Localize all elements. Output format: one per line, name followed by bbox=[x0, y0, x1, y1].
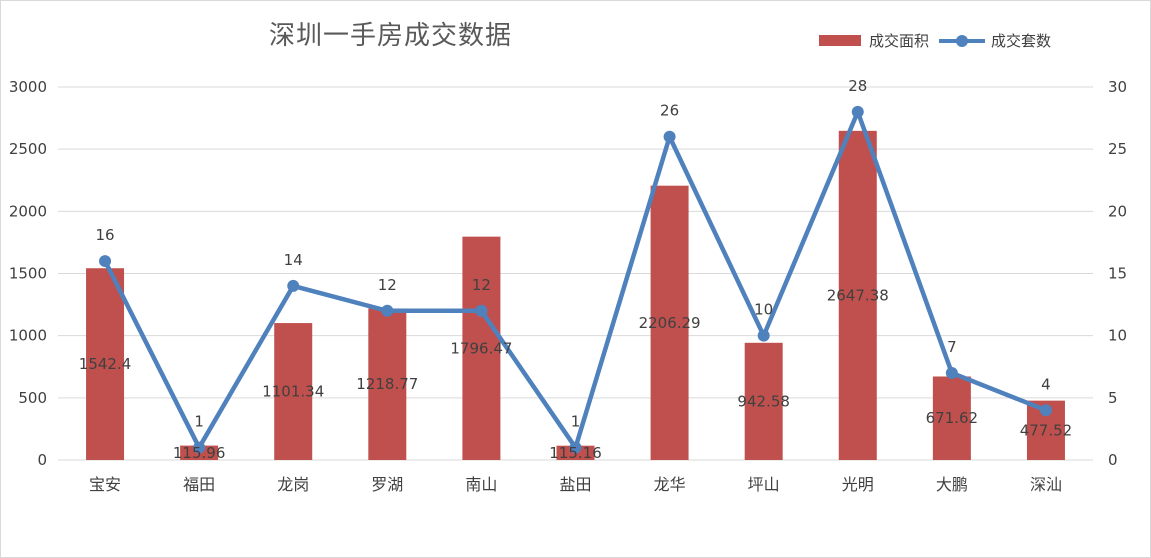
y-left-tick-label: 0 bbox=[37, 451, 47, 469]
line-data-label: 7 bbox=[947, 338, 957, 356]
line-point bbox=[757, 329, 770, 342]
y-left-tick-label: 2000 bbox=[9, 202, 47, 220]
y-right-tick-label: 10 bbox=[1108, 327, 1127, 345]
line-data-label: 14 bbox=[284, 251, 303, 269]
bar bbox=[86, 268, 125, 460]
line-point bbox=[569, 441, 582, 454]
bar bbox=[744, 342, 783, 460]
x-category-label: 坪山 bbox=[748, 475, 780, 494]
legend-label-count: 成交套数 bbox=[991, 32, 1052, 50]
x-category-label: 龙华 bbox=[654, 475, 686, 494]
bar-data-label: 115.96 bbox=[173, 444, 226, 462]
x-category-label: 大鹏 bbox=[936, 475, 968, 494]
bar-data-label: 1796.47 bbox=[450, 339, 512, 357]
line-data-label: 4 bbox=[1041, 375, 1051, 393]
x-category-label: 宝安 bbox=[89, 475, 121, 494]
line-point bbox=[663, 130, 676, 143]
bar bbox=[368, 308, 407, 460]
y-right-tick-label: 30 bbox=[1108, 78, 1127, 96]
legend-swatch-line bbox=[939, 35, 986, 47]
bar-data-label: 1101.34 bbox=[262, 383, 324, 401]
bar bbox=[838, 130, 877, 461]
y-left-tick-label: 500 bbox=[18, 389, 47, 407]
y-left-tick-label: 2500 bbox=[9, 140, 47, 158]
line-data-label: 26 bbox=[660, 102, 679, 120]
line-point bbox=[99, 255, 112, 268]
bar-data-label: 477.52 bbox=[1020, 421, 1073, 439]
x-category-label: 龙岗 bbox=[277, 475, 309, 494]
chart-title: 深圳一手房成交数据 bbox=[269, 21, 513, 51]
line-point bbox=[287, 279, 300, 292]
line-data-label: 12 bbox=[378, 276, 397, 294]
line-series bbox=[103, 109, 1047, 450]
bar-data-label: 2647.38 bbox=[827, 286, 889, 304]
bar-data-label: 2206.29 bbox=[639, 314, 701, 332]
bar bbox=[274, 323, 313, 460]
y-left-tick-label: 1000 bbox=[9, 327, 47, 345]
line-point bbox=[475, 304, 488, 317]
legend-swatch-bar bbox=[819, 35, 861, 46]
line-point bbox=[851, 105, 864, 118]
bar bbox=[932, 376, 971, 460]
line-point bbox=[193, 441, 206, 454]
y-right-tick-label: 0 bbox=[1108, 451, 1118, 469]
line-data-label: 16 bbox=[95, 226, 114, 244]
y-right-tick-label: 25 bbox=[1108, 140, 1127, 158]
x-category-label: 罗湖 bbox=[371, 475, 403, 494]
y-right-tick-label: 5 bbox=[1108, 389, 1118, 407]
x-category-label: 光明 bbox=[842, 475, 874, 494]
y-left-tick-label: 3000 bbox=[9, 78, 47, 96]
bar-data-label: 115.16 bbox=[549, 444, 602, 462]
line-data-label: 10 bbox=[754, 301, 773, 319]
line-data-label: 28 bbox=[848, 77, 867, 95]
y-right-tick-label: 20 bbox=[1108, 202, 1127, 220]
bar-data-label: 1218.77 bbox=[356, 375, 418, 393]
bar-data-label: 942.58 bbox=[737, 392, 790, 410]
line-data-label: 1 bbox=[571, 413, 581, 431]
x-category-label: 福田 bbox=[183, 475, 215, 494]
bar bbox=[462, 236, 501, 460]
legend-label-area: 成交面积 bbox=[869, 32, 930, 50]
line-data-label: 12 bbox=[472, 276, 491, 294]
line-point bbox=[945, 366, 958, 379]
y-right-tick-label: 15 bbox=[1108, 265, 1127, 283]
line-point bbox=[1039, 404, 1052, 417]
line-point bbox=[381, 304, 394, 317]
x-category-label: 深汕 bbox=[1030, 475, 1062, 494]
bar-data-label: 671.62 bbox=[926, 409, 979, 427]
x-category-label: 南山 bbox=[465, 475, 497, 494]
chart-legend: 成交面积 成交套数 bbox=[819, 30, 1051, 51]
bar bbox=[650, 185, 689, 460]
line-data-label: 1 bbox=[194, 413, 204, 431]
y-left-tick-label: 1500 bbox=[9, 265, 47, 283]
bar-data-label: 1542.4 bbox=[79, 355, 132, 373]
x-category-label: 盐田 bbox=[559, 475, 591, 494]
